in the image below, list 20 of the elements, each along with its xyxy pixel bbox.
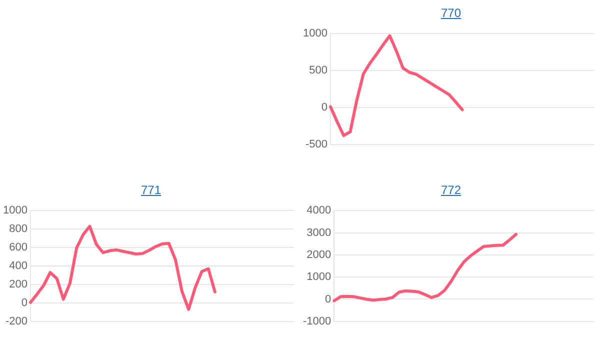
y-tick-label: 3000 (306, 226, 332, 239)
y-tick-label: 0 (321, 102, 328, 114)
y-tick-label: 2000 (306, 248, 332, 261)
chart-title: 771 (140, 183, 162, 197)
y-tick-label: 1000 (302, 28, 328, 40)
y-tick-label: 1000 (306, 271, 332, 284)
y-tick-label: 500 (309, 64, 328, 77)
y-tick-label: 600 (9, 242, 28, 254)
y-tick-label: 800 (9, 223, 28, 236)
y-tick-label: -200 (5, 315, 28, 328)
y-tick-label: -1000 (302, 315, 332, 328)
chart-title: 770 (440, 6, 462, 20)
y-tick-label: 4000 (306, 204, 332, 217)
y-tick-label: 1000 (2, 204, 28, 217)
y-tick-label: 0 (21, 296, 28, 309)
y-tick-label: -500 (305, 138, 328, 150)
chart-title: 772 (440, 183, 462, 197)
y-tick-label: 400 (9, 260, 28, 272)
y-tick-label: 0 (325, 293, 332, 306)
y-tick-label: 200 (9, 278, 28, 290)
